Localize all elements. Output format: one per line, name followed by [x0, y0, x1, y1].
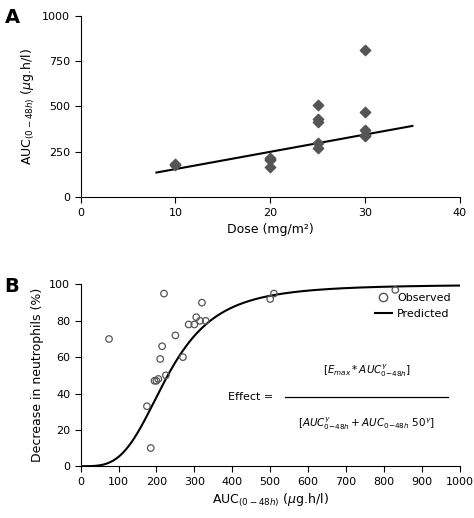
Point [314, 118, 321, 126]
Point [266, 154, 274, 162]
Text: $[E_{max}*AUC_{0\mathregular{-}48h}^{\gamma}]$: $[E_{max}*AUC_{0\mathregular{-}48h}^{\ga… [323, 363, 411, 379]
Text: Effect =: Effect = [228, 392, 277, 402]
Point [105, 335, 113, 343]
Point [158, 342, 166, 350]
Point [179, 353, 187, 362]
Point [191, 320, 198, 328]
X-axis label: AUC$_{(0-48h)}$ ($\mu$g.h/l): AUC$_{(0-48h)}$ ($\mu$g.h/l) [212, 492, 328, 509]
Point [361, 46, 369, 54]
Point [172, 160, 179, 168]
Point [314, 100, 321, 109]
Point [266, 155, 274, 163]
Point [172, 161, 179, 169]
Point [172, 331, 179, 339]
Point [143, 402, 151, 410]
Y-axis label: AUC$_{(0-48h)}$ ($\mu$g.h/l): AUC$_{(0-48h)}$ ($\mu$g.h/l) [19, 48, 36, 165]
Point [192, 313, 200, 321]
Point [392, 286, 399, 294]
Point [266, 163, 274, 171]
Text: B: B [5, 277, 19, 296]
Point [361, 126, 369, 134]
Text: A: A [5, 8, 20, 27]
Point [147, 444, 155, 452]
X-axis label: Dose (mg/m²): Dose (mg/m²) [227, 223, 314, 236]
Text: $[AUC_{0\mathregular{-}48h}^{\gamma}+AUC_{0\mathregular{-}48h}\ 50^{\gamma}]$: $[AUC_{0\mathregular{-}48h}^{\gamma}+AUC… [299, 415, 435, 432]
Point [160, 290, 168, 298]
Y-axis label: Decrease in neutrophils (%): Decrease in neutrophils (%) [31, 288, 44, 463]
Point [202, 316, 210, 325]
Point [266, 156, 274, 164]
Point [361, 131, 369, 139]
Point [196, 316, 204, 325]
Point [361, 108, 369, 116]
Point [314, 144, 321, 152]
Point [185, 320, 192, 328]
Point [162, 371, 170, 380]
Point [153, 377, 160, 385]
Point [156, 355, 164, 363]
Legend: Observed, Predicted: Observed, Predicted [372, 290, 454, 322]
Point [151, 377, 158, 385]
Point [198, 298, 206, 307]
Point [314, 115, 321, 123]
Point [314, 139, 321, 147]
Point [361, 132, 369, 140]
Point [270, 290, 278, 298]
Point [266, 295, 274, 303]
Point [155, 375, 162, 383]
